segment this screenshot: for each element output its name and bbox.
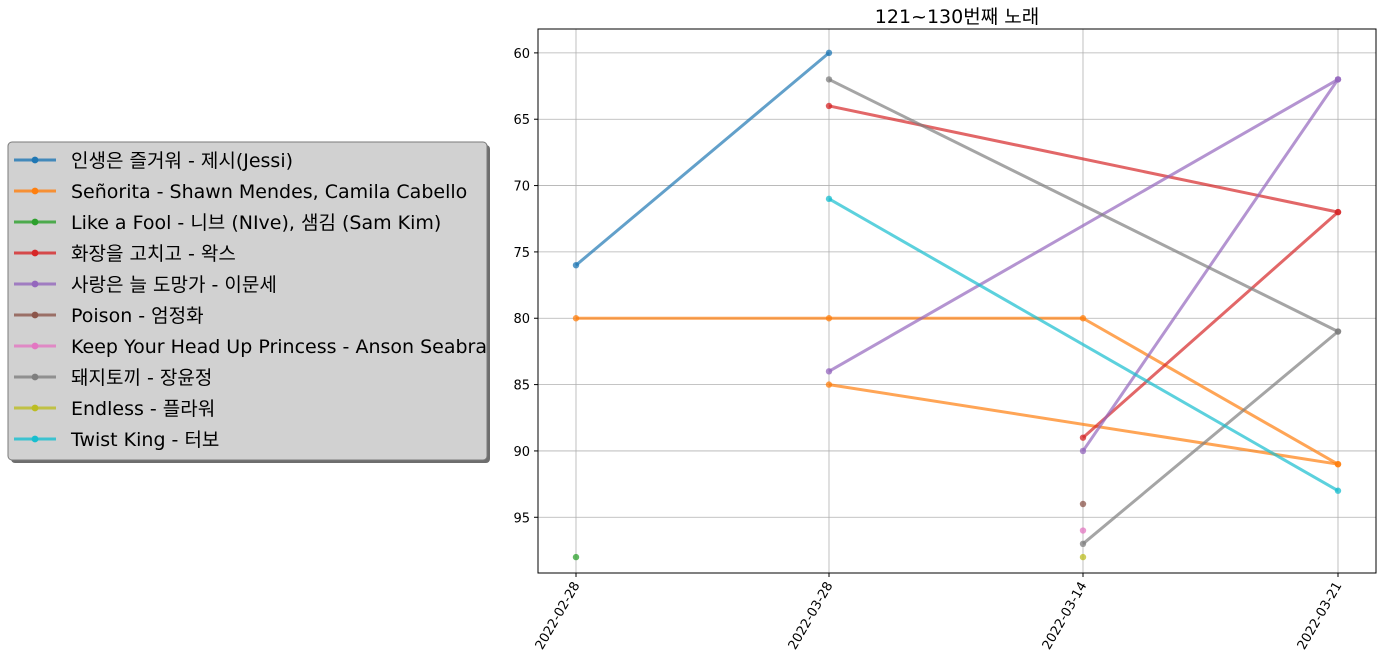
legend-label: 인생은 즐거워 - 제시(Jessi)	[71, 150, 293, 172]
y-tick-label: 70	[513, 180, 530, 195]
legend-label: Señorita - Shawn Mendes, Camila Cabello	[71, 181, 467, 203]
data-point	[825, 49, 833, 57]
data-point	[1079, 540, 1087, 548]
data-point	[1079, 553, 1087, 561]
series-line	[828, 383, 1339, 466]
legend-label: 돼지토끼 - 장윤정	[71, 367, 212, 389]
data-point	[1079, 434, 1087, 441]
legend-label: 사랑은 늘 도망가 - 이문세	[71, 274, 277, 296]
y-tick-label: 95	[513, 511, 530, 526]
legend-swatch-marker	[31, 280, 39, 288]
y-tick-label: 60	[513, 47, 530, 62]
data-point	[825, 195, 833, 203]
data-point	[1334, 461, 1342, 468]
data-point	[572, 553, 580, 561]
y-tick-label: 75	[513, 246, 530, 261]
legend-swatch-marker	[31, 404, 39, 412]
series-line	[828, 78, 1339, 373]
y-tick-label: 65	[513, 113, 530, 128]
legend-label: 화장을 고치고 - 왁스	[71, 243, 236, 265]
legend-label: Like a Fool - 니브 (NIve), 샘김 (Sam Kim)	[71, 212, 441, 234]
data-point	[572, 261, 580, 269]
series-line	[828, 78, 1339, 333]
series-line	[828, 104, 1339, 214]
legend-swatch-marker	[31, 249, 39, 257]
y-tick-label: 85	[513, 379, 530, 394]
legend-swatch-marker	[31, 435, 39, 443]
y-tick-label: 90	[513, 445, 530, 460]
data-point	[825, 315, 833, 322]
legend-label: Twist King - 터보	[70, 429, 219, 451]
series-line	[576, 316, 1339, 466]
data-point	[1334, 76, 1342, 83]
legend-swatch-marker	[31, 218, 39, 226]
series-lines	[572, 49, 1342, 561]
data-point	[825, 381, 833, 388]
data-point	[1079, 315, 1087, 322]
legend-label: Endless - 플라워	[71, 398, 215, 420]
data-point	[572, 315, 580, 322]
data-point	[825, 368, 833, 375]
grid-lines	[538, 29, 1376, 573]
legend-label: Keep Your Head Up Princess - Anson Seabr…	[71, 336, 487, 358]
data-point	[825, 76, 833, 83]
series-line	[1082, 330, 1339, 545]
data-point	[1079, 527, 1087, 534]
legend-swatch-marker	[31, 342, 39, 350]
series-line	[1082, 210, 1339, 439]
legend-swatch-marker	[31, 311, 39, 319]
legend-swatch-marker	[31, 373, 39, 381]
legend-swatch-marker	[31, 156, 39, 164]
y-tick-label: 80	[513, 312, 530, 327]
data-point	[1079, 447, 1087, 455]
legend-label: Poison - 엄정화	[71, 305, 204, 327]
data-point	[1334, 208, 1342, 216]
legend: 인생은 즐거워 - 제시(Jessi) Señorita - Shawn Mend…	[7, 141, 490, 463]
legend-swatch-marker	[31, 187, 39, 195]
legend-box	[7, 141, 488, 461]
series-line	[1081, 78, 1340, 452]
data-point	[825, 102, 833, 110]
chart-title: 121~130번째 노래	[875, 6, 1039, 28]
series-line	[575, 51, 830, 267]
data-point	[1079, 500, 1087, 508]
series-line	[828, 197, 1339, 493]
data-point	[1334, 487, 1342, 494]
axes-frame	[537, 28, 1377, 574]
data-point	[1334, 328, 1342, 335]
